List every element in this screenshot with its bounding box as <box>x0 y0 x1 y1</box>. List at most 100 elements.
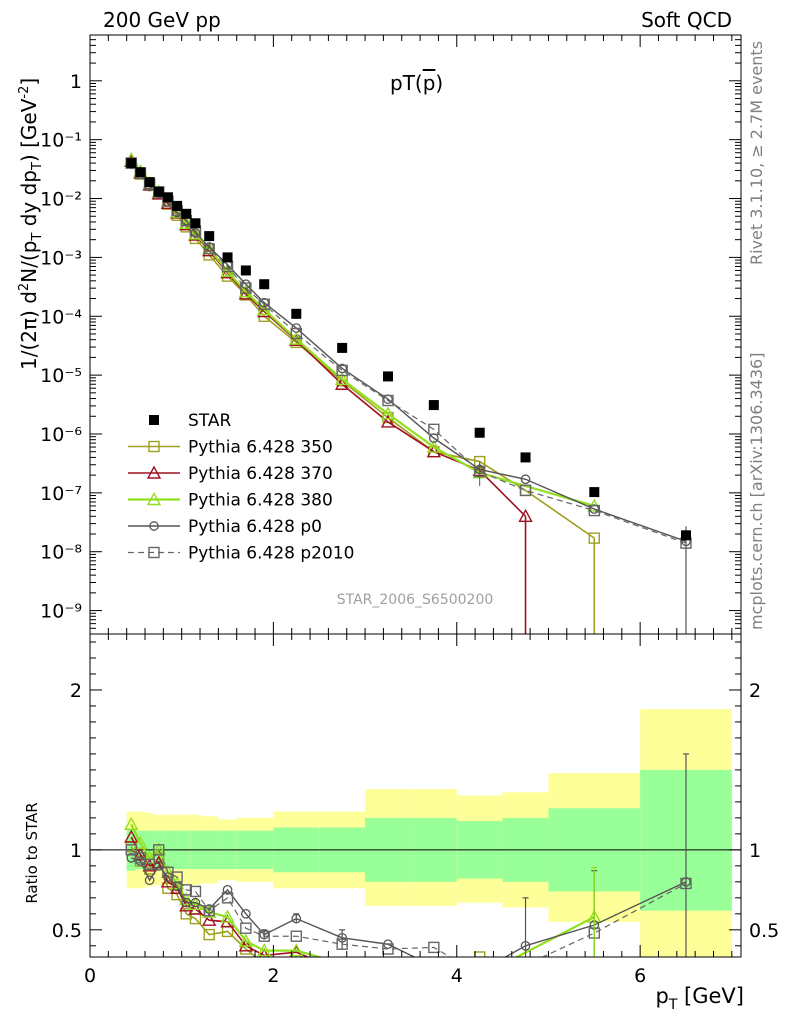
spectrum-point <box>520 474 531 485</box>
star-point <box>172 200 183 211</box>
spectrum-point <box>160 195 176 209</box>
ratio-point <box>143 858 156 870</box>
spectrum-point <box>188 226 203 240</box>
ratio-point <box>189 885 202 898</box>
ratio-point <box>520 988 532 999</box>
star-point <box>382 371 393 382</box>
spectrum-series-group <box>124 152 692 634</box>
ratio-point <box>124 829 139 843</box>
ratio-point <box>290 930 303 942</box>
ratio-point <box>473 951 486 957</box>
ratio-point <box>144 875 155 886</box>
ratio-point <box>521 960 531 970</box>
ratio-point <box>428 941 440 954</box>
star-point <box>135 167 146 178</box>
ratio-point <box>220 909 235 923</box>
ratio-point <box>521 960 531 970</box>
ratio-uncertainty-bands <box>90 709 741 957</box>
pbar-symbol: p <box>423 71 436 95</box>
ratio-point <box>475 967 483 975</box>
star-point <box>144 177 155 188</box>
ratio-point <box>382 977 394 988</box>
star-point <box>291 308 302 319</box>
spectrum-point <box>259 297 270 308</box>
y-tick-label: 10⁻⁹ <box>40 601 82 623</box>
header-right: Soft QCD <box>641 8 732 32</box>
ratio-point <box>289 943 304 957</box>
star-point <box>428 400 439 411</box>
legend-label: Pythia 6.428 370 <box>188 464 333 484</box>
spectrum-line <box>130 162 687 544</box>
legend-marker <box>148 546 160 559</box>
star-point <box>259 279 270 290</box>
legend-label: STAR <box>188 411 231 431</box>
lower-frame <box>89 633 742 958</box>
ratio-point <box>238 933 254 947</box>
legend-marker <box>146 465 162 479</box>
ratio-point <box>133 847 148 861</box>
upper-y-axis-label: 1/(2π) d2N/(pT dy dpT) [GeV-2] <box>17 78 45 370</box>
watermark: STAR_2006_S6500200 <box>337 592 494 608</box>
star-point <box>190 218 201 229</box>
star-point <box>153 186 164 197</box>
spectrum-point <box>190 228 201 238</box>
spectrum-point <box>380 406 396 420</box>
y-tick-label: 10⁻³ <box>40 247 82 269</box>
header-left: 200 GeV pp <box>103 8 221 32</box>
star-point <box>474 427 485 438</box>
ratio-point <box>124 816 139 830</box>
ratio-point <box>222 884 233 895</box>
ratio-point <box>190 897 201 908</box>
y-tick-label: 10⁻¹ <box>40 130 82 152</box>
star-point <box>680 530 691 541</box>
ratio-point <box>429 979 439 989</box>
ratio-point <box>238 938 254 952</box>
ratio-point <box>134 852 147 864</box>
spectrum-point <box>204 242 215 252</box>
spectrum-point <box>334 371 350 385</box>
spectrum-point <box>426 439 442 453</box>
mcplots-label: mcplots.cern.ch [arXiv:1306.3436] <box>747 353 766 630</box>
spectrum-line <box>130 163 687 543</box>
spectrum-point <box>426 444 442 458</box>
legend-label: Pythia 6.428 380 <box>188 491 333 511</box>
x-axis-label: pT [GeV] <box>655 984 744 1013</box>
y-tick-label: 10⁻⁴ <box>40 306 82 328</box>
ratio-point <box>181 897 192 908</box>
ratio-point <box>160 874 176 888</box>
spectrum-point <box>337 363 347 374</box>
ratio-point <box>341 955 343 957</box>
spectrum-point <box>380 414 396 428</box>
legend: STAR Pythia 6.428 350 Pythia 6.428 370 Pyth… <box>128 411 354 564</box>
star-point <box>222 252 233 263</box>
star-point <box>240 265 251 276</box>
x-tick-label: 0 <box>84 965 96 987</box>
ratio-point <box>203 904 215 917</box>
y-tick-label: 10⁻⁸ <box>40 542 82 564</box>
legend-marker <box>148 440 160 453</box>
star-point <box>181 208 192 219</box>
legend-label: Pythia 6.428 350 <box>188 438 333 458</box>
ratio-point <box>241 908 251 919</box>
legend-marker <box>146 492 162 506</box>
ratio-point <box>203 928 215 941</box>
ratio-point <box>337 960 347 970</box>
y-tick-label: 10⁻⁶ <box>40 424 82 446</box>
ratio-line <box>130 848 687 957</box>
x-tick-label: 4 <box>451 965 463 987</box>
plot-title: pT(p) <box>390 71 443 95</box>
ratio-point <box>430 962 438 970</box>
star-point <box>589 487 600 498</box>
spectrum-point <box>179 215 194 229</box>
lower-y-axis-label: Ratio to STAR <box>23 802 41 903</box>
spectrum-point <box>336 364 348 377</box>
ratio-y-tick-label: 1 <box>70 840 82 862</box>
ratio-point <box>133 836 148 850</box>
star-point <box>126 158 137 169</box>
ratio-point <box>259 947 270 957</box>
star-point <box>204 231 215 242</box>
ratio-y-tick-label: 2 <box>70 680 82 702</box>
ratio-point <box>221 892 234 904</box>
ratio-point <box>125 844 137 856</box>
